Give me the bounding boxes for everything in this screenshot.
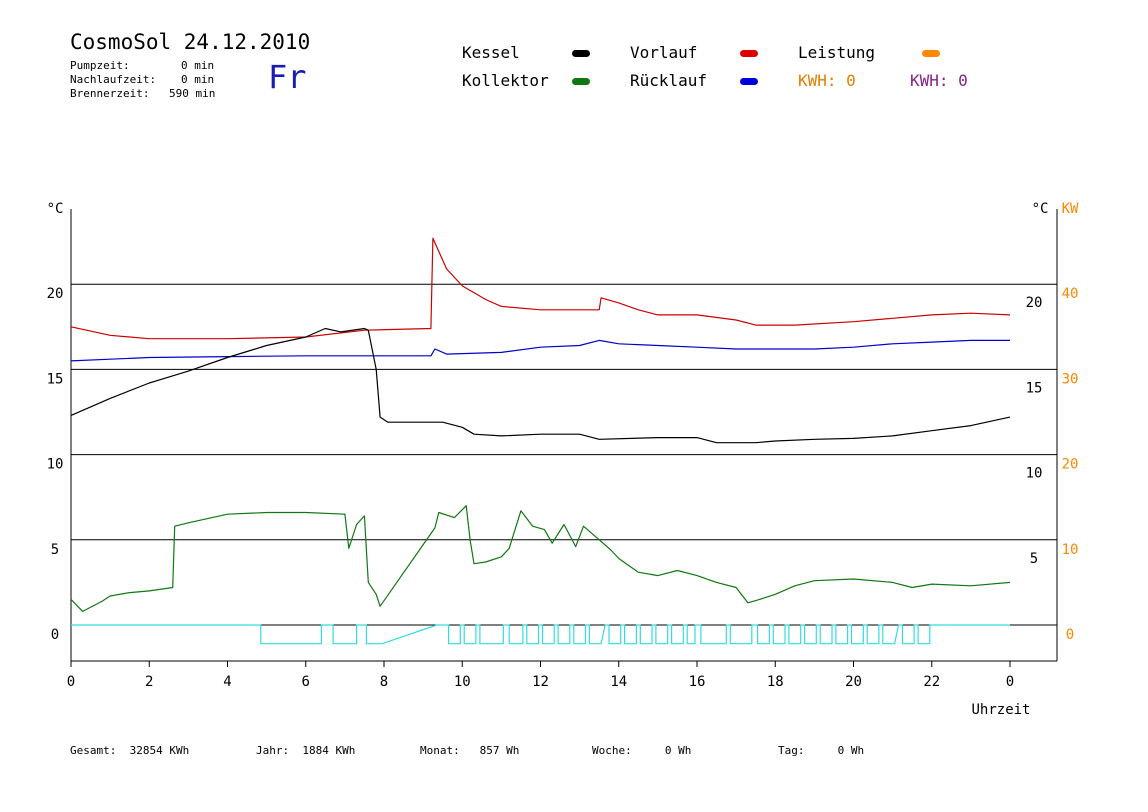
nachlaufzeit-value: 0 min <box>181 73 215 86</box>
x-tick-label: 4 <box>223 674 231 690</box>
series-vorlauf-line <box>70 237 1011 340</box>
footer-jahr: Jahr: 1884 KWh <box>256 744 356 757</box>
x-tick-label: 0 <box>67 674 75 690</box>
x-tick-label: 18 <box>767 674 784 690</box>
y-left-tick-label: 10 <box>47 457 64 473</box>
legend-kollektor-swatch <box>572 78 590 85</box>
chart-grid <box>71 283 1057 626</box>
x-tick-label: 2 <box>145 674 153 690</box>
x-tick-label: 0 <box>1006 674 1014 690</box>
x-tick-label: 10 <box>454 674 471 690</box>
legend-ruecklauf-label: Rücklauf <box>630 71 708 90</box>
series-kollektor-line <box>70 505 1011 612</box>
x-tick-label: 16 <box>689 674 706 690</box>
legend-vorlauf-label: Vorlauf <box>630 43 698 62</box>
y-left-tick-label: 5 <box>51 542 59 558</box>
chart-axes <box>70 209 1058 667</box>
y2-tick-label: 40 <box>1062 286 1079 302</box>
x-tick-label: 14 <box>610 674 627 690</box>
legend-kwh-solar: KWH: 0 <box>798 71 856 90</box>
series-rcklauf-line <box>70 339 1010 362</box>
nachlaufzeit-label: Nachlaufzeit: <box>70 73 157 86</box>
y-right-tick-label: 15 <box>1026 380 1043 396</box>
legend-kollektor-label: Kollektor <box>462 71 549 90</box>
x-axis-label: Uhrzeit <box>971 702 1030 718</box>
y2-tick-label: 30 <box>1062 371 1079 387</box>
footer-tag: Tag: 0 Wh <box>778 744 865 757</box>
series-pumpe-line <box>71 624 1010 645</box>
pumpzeit-label: Pumpzeit: <box>70 59 130 72</box>
legend-leistung-swatch <box>922 50 940 57</box>
series-kessel-line <box>70 327 1011 444</box>
y-left-tick-label: 0 <box>51 627 59 643</box>
chart-series <box>70 237 1011 645</box>
y2-tick-label: 0 <box>1066 627 1074 643</box>
chart-tick-labels: 0 2 4 6 8 10 12 14 16 18 20 22 0 Uhrzeit 0 5 10 15 20 °C 5 10… <box>47 201 1079 718</box>
legend-kessel-swatch <box>572 50 590 57</box>
x-tick-label: 8 <box>380 674 388 690</box>
footer-gesamt: Gesamt: 32854 KWh <box>70 744 190 757</box>
y-right-unit: °C <box>1032 201 1049 217</box>
y-right-tick-label: 10 <box>1026 466 1043 482</box>
legend-leistung-label: Leistung <box>798 43 876 62</box>
y-left-tick-label: 20 <box>47 286 64 302</box>
pumpzeit-value: 0 min <box>181 59 215 72</box>
brennerzeit-value: 590 min <box>169 87 216 100</box>
legend-vorlauf-swatch <box>740 50 758 57</box>
x-tick-label: 6 <box>302 674 310 690</box>
y-right-tick-label: 5 <box>1030 551 1038 567</box>
legend-ruecklauf-swatch <box>740 78 758 85</box>
footer-monat: Monat: 857 Wh <box>420 744 520 757</box>
x-tick-label: 20 <box>845 674 862 690</box>
legend-kessel-label: Kessel <box>462 43 520 62</box>
y-left-tick-label: 15 <box>47 371 64 387</box>
y2-unit: KW <box>1062 201 1079 217</box>
weekday-label: Fr <box>268 58 307 96</box>
chart-title: CosmoSol 24.12.2010 <box>70 30 311 54</box>
y2-tick-label: 10 <box>1062 542 1079 558</box>
x-tick-label: 22 <box>923 674 940 690</box>
y-left-unit: °C <box>47 201 64 217</box>
y2-tick-label: 20 <box>1062 457 1079 473</box>
brennerzeit-label: Brennerzeit: <box>70 87 150 100</box>
y-right-tick-label: 20 <box>1026 295 1043 311</box>
x-tick-label: 12 <box>532 674 549 690</box>
legend-kwh-boiler: KWH: 0 <box>910 71 968 90</box>
footer-woche: Woche: 0 Wh <box>592 744 692 757</box>
